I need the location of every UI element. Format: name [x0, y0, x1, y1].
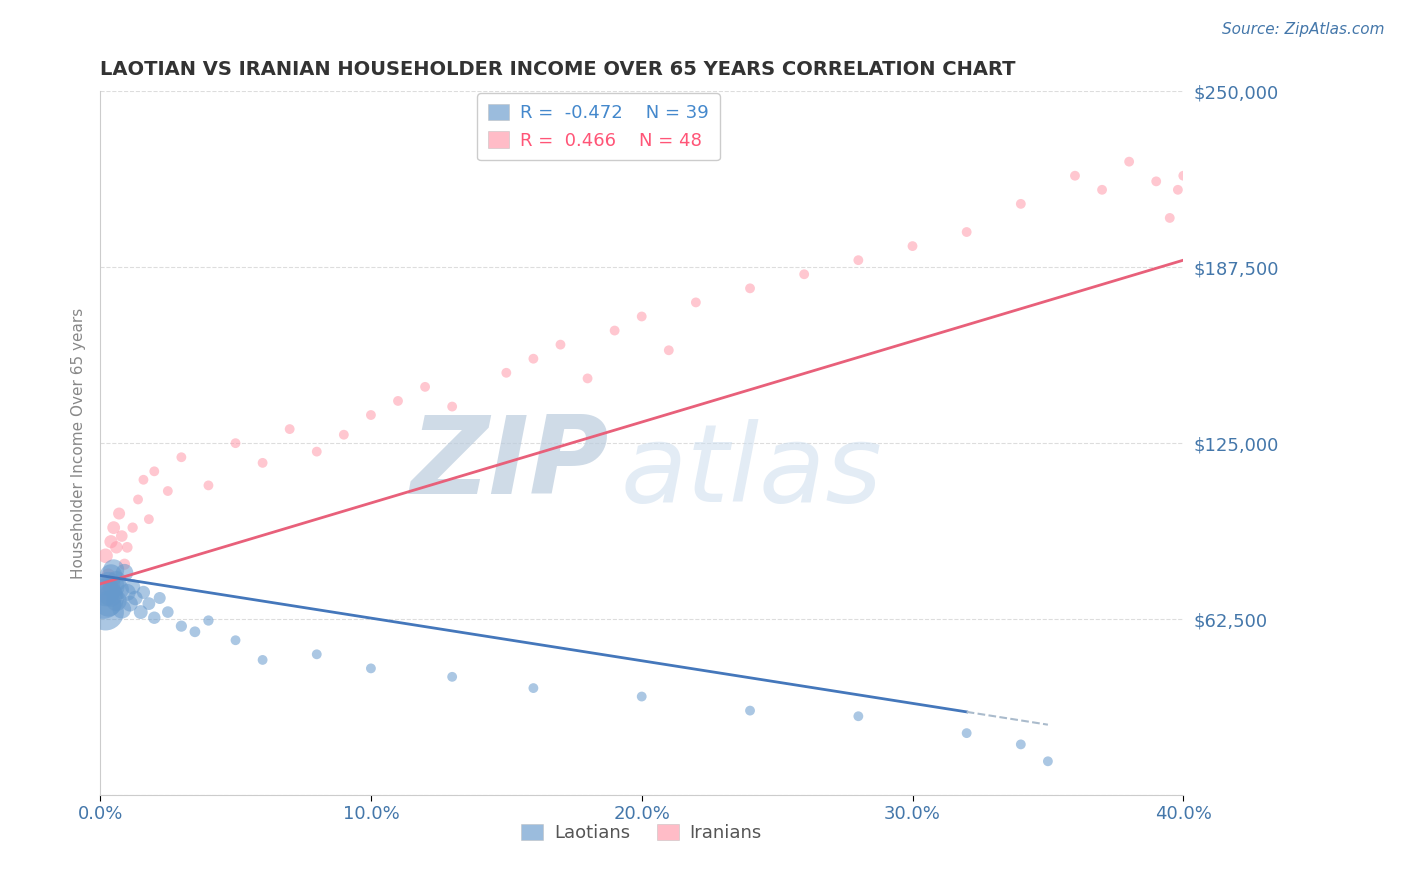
Point	[170, 619, 193, 633]
Point	[100, 568, 122, 582]
Point	[156, 483, 179, 498]
Point	[143, 610, 166, 624]
Point	[97, 577, 120, 591]
Point	[184, 624, 207, 639]
Point	[252, 456, 274, 470]
Point	[1010, 197, 1032, 211]
Point	[156, 605, 179, 619]
Point	[685, 295, 707, 310]
Point	[121, 521, 143, 535]
Point	[103, 521, 125, 535]
Point	[225, 436, 247, 450]
Point	[550, 337, 572, 351]
Point	[118, 597, 141, 611]
Text: ZIP: ZIP	[411, 411, 609, 517]
Point	[143, 464, 166, 478]
Point	[956, 225, 979, 239]
Point	[111, 529, 134, 543]
Point	[793, 267, 815, 281]
Point	[603, 324, 626, 338]
Point	[1159, 211, 1181, 225]
Point	[846, 253, 869, 268]
Point	[138, 512, 160, 526]
Point	[441, 670, 464, 684]
Point	[105, 574, 128, 588]
Point	[1167, 183, 1189, 197]
Point	[738, 281, 761, 295]
Point	[1118, 154, 1140, 169]
Point	[901, 239, 924, 253]
Point	[97, 597, 120, 611]
Point	[91, 591, 114, 605]
Point	[846, 709, 869, 723]
Point	[197, 478, 219, 492]
Point	[576, 371, 599, 385]
Point	[127, 492, 149, 507]
Point	[105, 594, 128, 608]
Point	[114, 566, 136, 580]
Point	[91, 585, 114, 599]
Point	[658, 343, 681, 358]
Point	[129, 605, 152, 619]
Point	[108, 507, 131, 521]
Point	[1010, 738, 1032, 752]
Point	[495, 366, 517, 380]
Point	[100, 534, 122, 549]
Point	[197, 614, 219, 628]
Point	[1064, 169, 1087, 183]
Point	[522, 351, 544, 366]
Point	[103, 563, 125, 577]
Point	[360, 661, 382, 675]
Point	[94, 605, 117, 619]
Point	[252, 653, 274, 667]
Point	[630, 690, 652, 704]
Point	[132, 473, 155, 487]
Y-axis label: Householder Income Over 65 years: Householder Income Over 65 years	[72, 308, 86, 579]
Point	[305, 444, 328, 458]
Point	[333, 427, 356, 442]
Point	[105, 541, 128, 555]
Point	[124, 591, 146, 605]
Point	[387, 393, 409, 408]
Point	[522, 681, 544, 695]
Text: LAOTIAN VS IRANIAN HOUSEHOLDER INCOME OVER 65 YEARS CORRELATION CHART: LAOTIAN VS IRANIAN HOUSEHOLDER INCOME OV…	[100, 60, 1015, 78]
Point	[121, 580, 143, 594]
Point	[114, 558, 136, 572]
Point	[97, 568, 120, 582]
Point	[132, 585, 155, 599]
Point	[1144, 174, 1167, 188]
Point	[1091, 183, 1114, 197]
Point	[278, 422, 301, 436]
Point	[149, 591, 172, 605]
Point	[108, 582, 131, 597]
Point	[738, 704, 761, 718]
Point	[94, 585, 117, 599]
Text: Source: ZipAtlas.com: Source: ZipAtlas.com	[1222, 22, 1385, 37]
Point	[225, 633, 247, 648]
Point	[413, 380, 436, 394]
Text: atlas: atlas	[620, 419, 882, 524]
Point	[100, 588, 122, 602]
Point	[305, 648, 328, 662]
Point	[360, 408, 382, 422]
Point	[956, 726, 979, 740]
Point	[630, 310, 652, 324]
Point	[1173, 169, 1195, 183]
Point	[170, 450, 193, 465]
Point	[1036, 754, 1059, 768]
Point	[103, 580, 125, 594]
Point	[115, 541, 138, 555]
Legend: R =  -0.472    N = 39, R =  0.466    N = 48: R = -0.472 N = 39, R = 0.466 N = 48	[477, 94, 720, 161]
Point	[94, 549, 117, 563]
Point	[115, 585, 138, 599]
Point	[111, 602, 134, 616]
Point	[441, 400, 464, 414]
Point	[138, 597, 160, 611]
